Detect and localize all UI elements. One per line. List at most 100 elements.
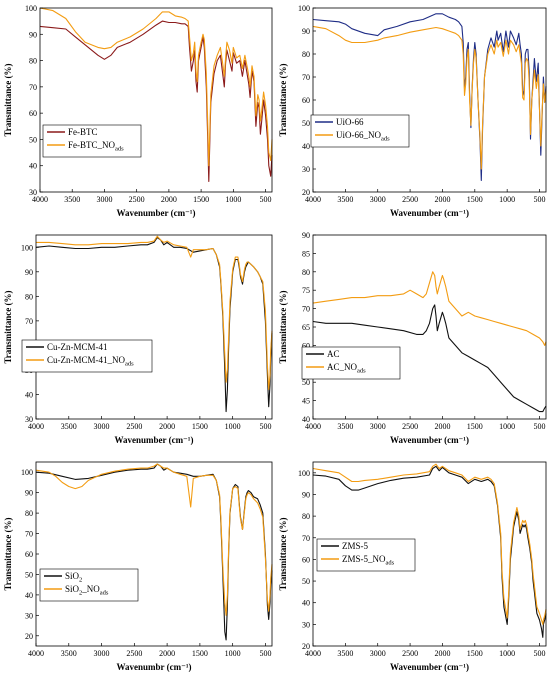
x-tick-label: 2500 bbox=[126, 422, 142, 431]
y-axis-label: Transmittance (%) bbox=[3, 290, 13, 363]
x-tick-label: 500 bbox=[260, 195, 272, 204]
y-tick-label: 20 bbox=[302, 642, 310, 651]
x-tick-label: 2000 bbox=[159, 649, 175, 658]
series-line-ac bbox=[312, 304, 547, 413]
y-tick-label: 40 bbox=[302, 142, 310, 151]
y-tick-label: 80 bbox=[302, 512, 310, 521]
y-tick-label: 100 bbox=[298, 4, 310, 13]
x-tick-label: 3000 bbox=[96, 195, 112, 204]
x-axis-label: Wavenumbr (cm⁻¹) bbox=[116, 662, 191, 672]
x-tick-label: 2000 bbox=[434, 649, 450, 658]
x-tick-label: 3000 bbox=[370, 195, 386, 204]
y-tick-label: 80 bbox=[25, 292, 33, 301]
ftir-panel-2: 4000 3500 3000 2500 2000 1500 1000 500 20 30 40 50 6… bbox=[278, 4, 547, 218]
legend: Fe-BTC Fe-BTC_NOads bbox=[42, 124, 142, 158]
y-axis-label: Transmittance (%) bbox=[3, 517, 13, 590]
x-tick-label: 2000 bbox=[434, 195, 450, 204]
x-tick-label: 1000 bbox=[499, 422, 515, 431]
y-tick-label: 40 bbox=[302, 415, 310, 424]
x-tick-label: 1000 bbox=[499, 649, 515, 658]
y-tick-label: 50 bbox=[25, 570, 33, 579]
x-tick-label: 500 bbox=[259, 422, 271, 431]
y-tick-label: 20 bbox=[25, 632, 33, 641]
y-tick-label: 70 bbox=[25, 317, 33, 326]
x-tick-label: 3500 bbox=[337, 195, 353, 204]
x-tick-label: 1500 bbox=[192, 649, 208, 658]
x-tick-label: 2000 bbox=[159, 422, 175, 431]
x-axis-label: Wavenumber (cm⁻¹) bbox=[390, 208, 469, 218]
y-tick-label: 50 bbox=[302, 119, 310, 128]
legend: UiO-66 UiO-66_NOads bbox=[310, 114, 410, 148]
y-tick-label: 60 bbox=[29, 109, 37, 118]
legend-label: UiO-66_NOads bbox=[336, 130, 390, 143]
legend-label: SiO2 bbox=[65, 571, 82, 584]
y-tick-label: 80 bbox=[302, 268, 310, 277]
y-tick-label: 60 bbox=[302, 96, 310, 105]
x-tick-label: 2500 bbox=[402, 422, 418, 431]
legend-box bbox=[301, 346, 401, 380]
y-tick-label: 40 bbox=[29, 162, 37, 171]
x-tick-label: 4000 bbox=[32, 195, 48, 204]
legend-label: AC bbox=[327, 349, 340, 359]
plot-frame bbox=[35, 461, 273, 647]
x-tick-label: 2500 bbox=[126, 649, 142, 658]
x-axis-label: Wavenumber (cm⁻¹) bbox=[114, 435, 193, 445]
y-tick-label: 50 bbox=[302, 577, 310, 586]
y-tick-label: 30 bbox=[29, 188, 37, 197]
series-line-ac_noads bbox=[312, 271, 547, 346]
y-tick-label: 70 bbox=[302, 305, 310, 314]
series-line-sio2_noads bbox=[35, 463, 273, 616]
y-tick-label: 65 bbox=[302, 323, 310, 332]
x-tick-label: 2500 bbox=[129, 195, 145, 204]
y-tick-label: 70 bbox=[302, 73, 310, 82]
plot-frame bbox=[39, 7, 273, 193]
ftir-panel-4: 4000350030002500200015001000500404550556… bbox=[278, 231, 547, 445]
x-tick-label: 2000 bbox=[434, 422, 450, 431]
legend: Cu-Zn-MCM-41 Cu-Zn-MCM-41_NOads bbox=[21, 339, 153, 373]
y-axis-label: Transmittance (%) bbox=[278, 290, 288, 363]
y-tick-label: 30 bbox=[302, 620, 310, 629]
legend: AC AC_NOads bbox=[301, 346, 401, 380]
x-tick-label: 1000 bbox=[225, 195, 241, 204]
y-tick-label: 85 bbox=[302, 249, 310, 258]
ftir-panel-6: 4000 3500 3000 2500 2000 1500 1000 500 20 30 40 50 6… bbox=[278, 461, 547, 672]
y-axis-label: Transmittance (%) bbox=[3, 63, 13, 136]
x-tick-label: 500 bbox=[259, 649, 271, 658]
x-tick-label: 1000 bbox=[225, 649, 241, 658]
x-axis-label: Wavenumber (cm⁻¹) bbox=[390, 435, 469, 445]
legend-box bbox=[39, 568, 139, 602]
series-line-cu-zn-mcm-41_noads bbox=[36, 235, 273, 391]
x-tick-label: 3000 bbox=[370, 649, 386, 658]
ftir-panel-3: 4000350030002500200015001000500304050607… bbox=[3, 234, 273, 445]
x-tick-label: 1000 bbox=[499, 195, 515, 204]
y-tick-label: 80 bbox=[302, 50, 310, 59]
series-line-sio2 bbox=[35, 463, 273, 641]
y-tick-label: 40 bbox=[25, 390, 33, 399]
y-tick-label: 40 bbox=[25, 591, 33, 600]
x-tick-label: 500 bbox=[534, 422, 546, 431]
y-tick-label: 90 bbox=[302, 231, 310, 240]
y-tick-label: 90 bbox=[25, 268, 33, 277]
x-tick-label: 2500 bbox=[402, 649, 418, 658]
y-tick-label: 60 bbox=[25, 550, 33, 559]
series-line-fe-btc bbox=[39, 20, 273, 183]
y-tick-label: 100 bbox=[21, 468, 33, 477]
series-line-uio-66 bbox=[312, 13, 547, 182]
x-tick-label: 1500 bbox=[467, 195, 483, 204]
x-tick-label: 3000 bbox=[370, 422, 386, 431]
y-tick-label: 80 bbox=[25, 509, 33, 518]
legend-box bbox=[42, 124, 142, 158]
legend-label: AC_NOads bbox=[327, 362, 366, 375]
x-tick-label: 500 bbox=[534, 195, 546, 204]
x-tick-label: 4000 bbox=[305, 649, 321, 658]
legend: ZMS-5 ZMS-5_NOads bbox=[316, 538, 416, 572]
y-tick-label: 70 bbox=[25, 530, 33, 539]
legend-label: Cu-Zn-MCM-41 bbox=[47, 342, 108, 352]
x-tick-label: 3500 bbox=[61, 649, 77, 658]
y-tick-label: 100 bbox=[25, 4, 37, 13]
x-tick-label: 2000 bbox=[161, 195, 177, 204]
y-tick-label: 50 bbox=[29, 135, 37, 144]
x-tick-label: 3500 bbox=[64, 195, 80, 204]
y-tick-label: 80 bbox=[29, 57, 37, 66]
legend-label: SiO2_NOads bbox=[65, 584, 109, 597]
